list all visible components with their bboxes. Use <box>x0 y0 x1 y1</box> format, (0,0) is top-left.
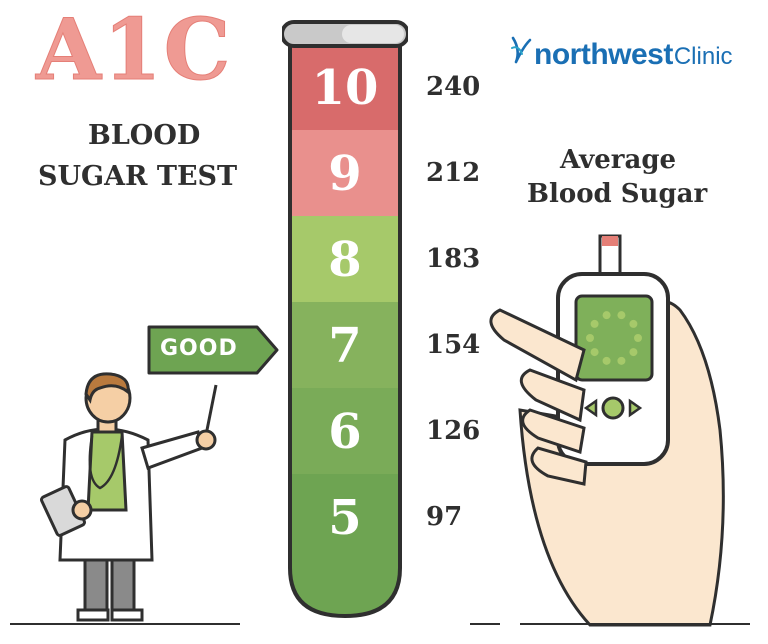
avg-blood-sugar-10: 240 <box>426 72 481 102</box>
avg-blood-sugar-6: 126 <box>426 416 481 446</box>
a1c-level-10: 10 <box>311 60 379 116</box>
subtitle-blood: BLOOD <box>88 120 201 151</box>
avg-blood-sugar-9: 212 <box>426 158 481 188</box>
a1c-title: A1C <box>35 0 233 99</box>
meter-dial-dot <box>590 319 599 328</box>
meter-dial-dot <box>617 356 626 365</box>
tube-segment-8 <box>290 216 400 302</box>
blood-sugar-heading: Blood Sugar <box>527 179 708 209</box>
a1c-test-tube: 10 9 8 7 6 5 <box>280 18 410 622</box>
meter-dial-dot <box>602 356 611 365</box>
subtitle-sugar-test: SUGAR TEST <box>38 161 238 192</box>
meter-dial-dot <box>602 311 611 320</box>
good-indicator-arrow <box>147 325 279 375</box>
northwest-clinic-logo[interactable]: northwest Clinic <box>510 34 733 72</box>
a1c-level-5: 5 <box>328 490 362 546</box>
good-label: GOOD <box>160 336 238 361</box>
tube-segment-6 <box>290 388 400 474</box>
logo-suffix-text: Clinic <box>673 43 733 70</box>
a1c-level-6: 6 <box>328 404 362 460</box>
swoosh-icon <box>511 36 532 64</box>
meter-dial-dot <box>629 319 638 328</box>
tube-segment-5 <box>290 474 400 616</box>
tube-segment-7 <box>290 302 400 388</box>
meter-dial-dot <box>617 311 626 320</box>
meter-dial-dot <box>634 334 642 342</box>
avg-blood-sugar-7: 154 <box>426 330 481 360</box>
doctor-illustration <box>40 372 218 622</box>
tube-segment-9 <box>290 130 400 216</box>
floor-line <box>10 623 750 625</box>
a1c-level-9: 9 <box>328 146 362 202</box>
avg-blood-sugar-8: 183 <box>426 244 481 274</box>
a1c-level-7: 7 <box>328 318 362 374</box>
meter-dial-dot <box>629 348 638 357</box>
average-heading: Average <box>560 145 677 175</box>
meter-dial-dot <box>586 334 594 342</box>
tube-graphic <box>280 20 410 619</box>
tube-segment-10 <box>290 44 400 130</box>
glucose-meter-illustration <box>489 234 725 627</box>
logo-brand-text: northwest <box>534 38 673 71</box>
avg-blood-sugar-5: 97 <box>426 502 463 532</box>
meter-dial-dot <box>590 348 599 357</box>
a1c-level-8: 8 <box>328 232 362 288</box>
